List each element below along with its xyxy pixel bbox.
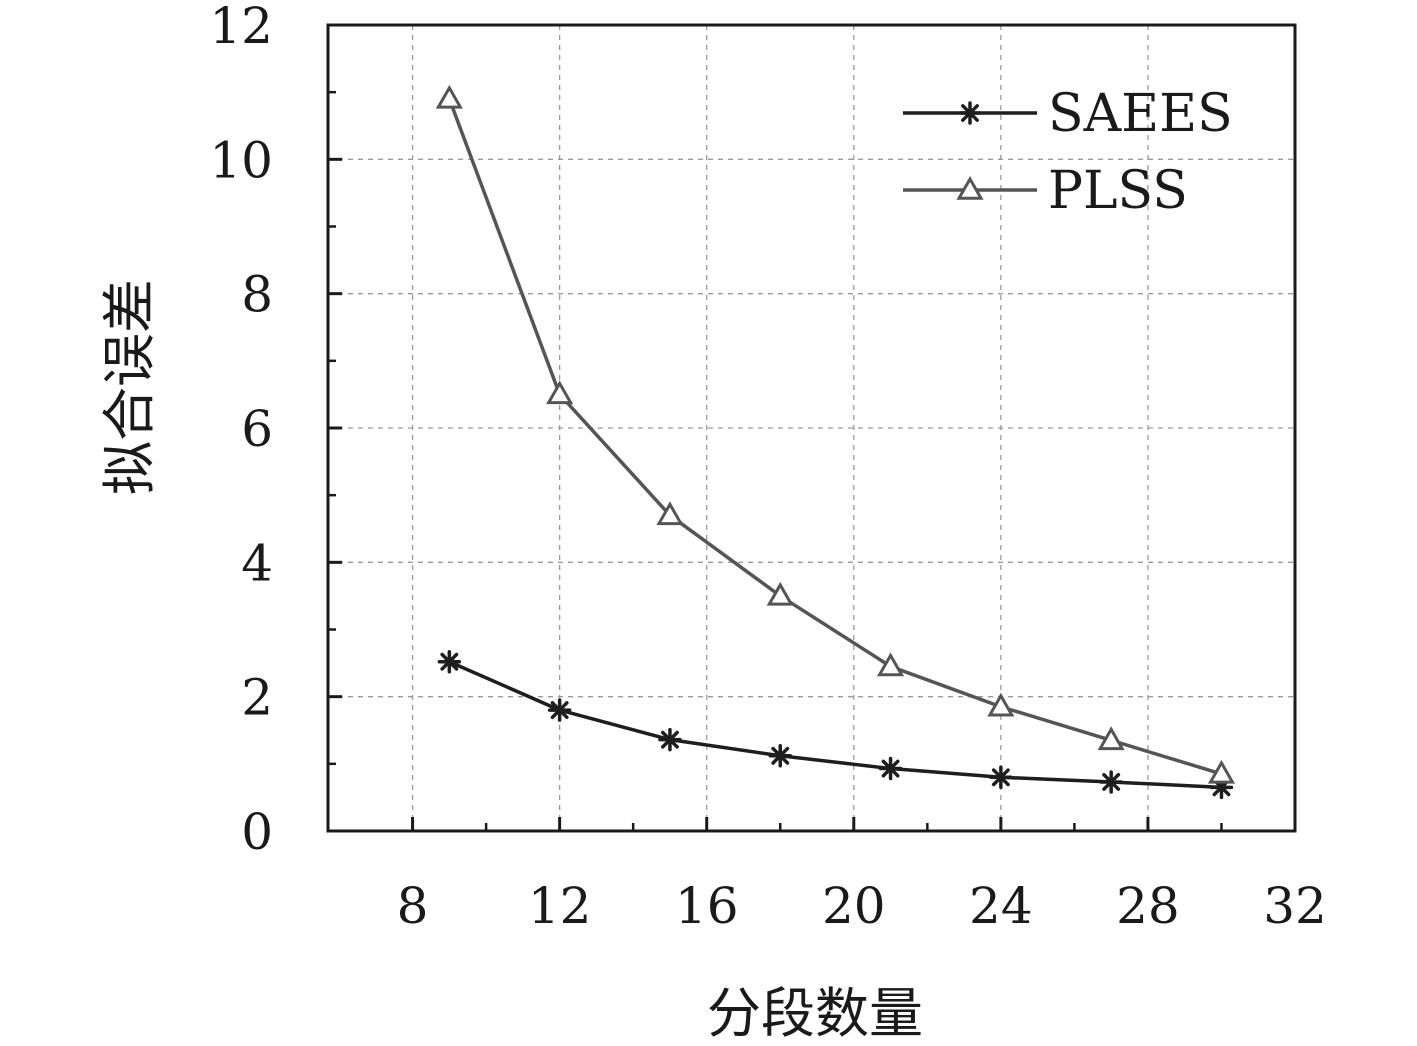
data-point-plss [656,501,684,526]
x-axis-title: 分段数量 [707,982,923,1045]
grid-lines [328,25,1295,831]
data-point-plss [876,652,905,677]
data-point-saees [547,698,572,722]
asterisk-stroke [550,701,569,720]
data-point-saees [989,765,1013,790]
asterisk-stroke [771,746,790,765]
legend-marker-plss [956,175,984,200]
x-tick-label: 8 [397,877,429,935]
asterisk-stroke [991,768,1010,787]
y-tick-label: 0 [241,803,273,861]
asterisk-stroke [440,652,459,671]
data-point-saees [658,727,682,752]
y-tick-label: 4 [241,534,273,592]
x-tick-label: 32 [1263,877,1327,935]
series-group [435,84,1236,800]
y-axis-title: 拟合误差 [98,279,161,495]
x-tick-label: 24 [969,877,1033,935]
data-point-plss [1097,726,1125,751]
data-point-plss [766,581,794,606]
x-tick-label: 16 [675,877,739,935]
legend-label-plss: PLSS [1048,161,1188,221]
series-line-plss [447,98,1222,776]
y-tick-label: 6 [241,400,273,458]
legend: SAEES PLSS [903,84,1233,221]
y-tick-label: 2 [241,669,273,727]
data-point-plss [435,84,463,109]
data-point-saees [1099,770,1123,794]
axis-ticks [328,23,1297,833]
y-tick-label: 10 [209,131,273,189]
data-point-saees [768,744,792,768]
x-tick-label: 20 [822,877,886,935]
asterisk-stroke [881,759,900,778]
y-tick-label: 8 [241,266,273,324]
asterisk-stroke [961,104,979,122]
y-tick-label: 12 [209,0,273,55]
x-tick-label: 12 [528,877,592,935]
asterisk-stroke [1102,773,1121,791]
series-line-saees [448,660,1222,790]
x-tick-label: 28 [1116,877,1180,935]
legend-marker-saees [958,101,982,125]
data-point-plss [546,380,574,405]
data-point-plss [1207,759,1236,784]
data-point-saees [437,649,462,674]
legend-label-saees: SAEES [1048,84,1233,144]
asterisk-stroke [660,730,679,749]
data-point-saees [878,756,903,781]
data-point-plss [987,692,1015,717]
